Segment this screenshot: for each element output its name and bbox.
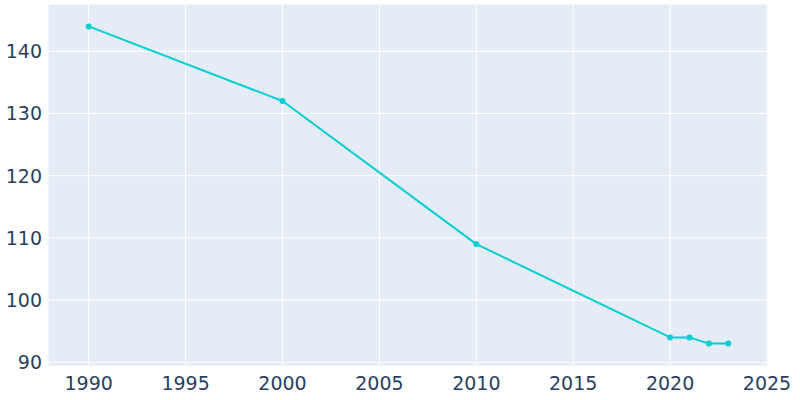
y-grid-line	[48, 237, 768, 238]
x-grid-line	[185, 4, 186, 366]
y-tick-label: 130	[6, 102, 42, 124]
y-tick-label: 120	[6, 165, 42, 187]
x-tick-label: 1990	[65, 372, 113, 394]
series-point	[687, 334, 693, 340]
tick-labels: 1990 1995 2000 2005 2010 2015 2020 2025 90 100 110…	[6, 40, 791, 394]
x-grid-line	[573, 4, 574, 366]
x-tick-label: 2000	[258, 372, 306, 394]
chart: 1990 1995 2000 2005 2010 2015 2020 2025 90 100 110…	[0, 0, 800, 400]
x-tick-label: 2005	[355, 372, 403, 394]
y-grid-line	[48, 113, 768, 114]
y-grid-line	[48, 300, 768, 301]
series-point	[667, 334, 673, 340]
x-tick-label: 2020	[646, 372, 694, 394]
series-point	[725, 341, 731, 347]
plot-frame	[48, 4, 768, 366]
x-grid-line	[282, 4, 283, 366]
y-grid-line	[48, 362, 768, 363]
y-tick-label: 110	[6, 227, 42, 249]
series-point	[280, 98, 286, 104]
y-tick-label: 140	[6, 40, 42, 62]
x-tick-label: 2010	[452, 372, 500, 394]
series-point	[473, 241, 479, 247]
series-point	[706, 341, 712, 347]
x-grid-line	[670, 4, 671, 366]
plot-background	[48, 4, 768, 366]
series-line	[89, 26, 729, 343]
y-grid-line	[48, 175, 768, 176]
y-tick-label: 100	[6, 289, 42, 311]
series-point	[86, 23, 92, 29]
x-tick-label: 2015	[549, 372, 597, 394]
x-grid-line	[476, 4, 477, 366]
x-grid-line	[88, 4, 89, 366]
x-grid-line	[767, 4, 768, 366]
series	[86, 23, 732, 346]
grid	[48, 4, 768, 366]
y-tick-label: 90	[18, 351, 42, 373]
x-tick-label: 2025	[743, 372, 791, 394]
x-grid-line	[379, 4, 380, 366]
x-tick-label: 1995	[161, 372, 209, 394]
